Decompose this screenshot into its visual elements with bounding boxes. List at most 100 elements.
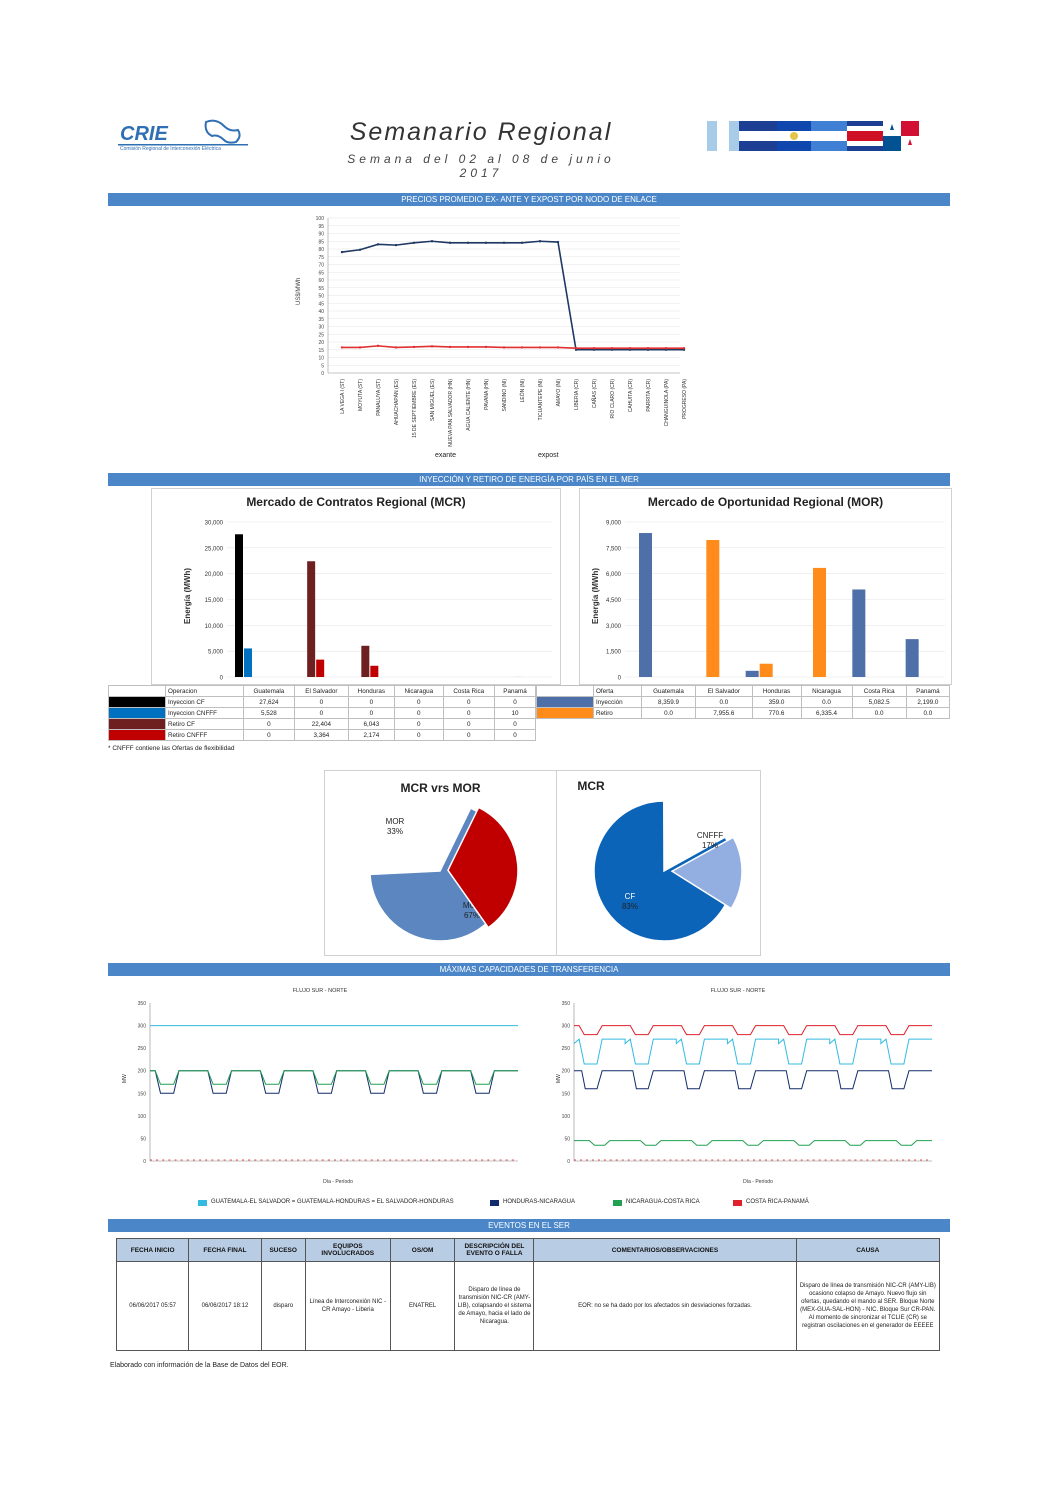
- price-point-exante: [538, 240, 542, 243]
- table-cell: Honduras: [751, 685, 802, 697]
- events-header-row: FECHA INICIO FECHA FINAL SUCESO EQUIPOS …: [115, 1238, 941, 1262]
- price-point-expost: [628, 347, 632, 350]
- pie2-title: MCR: [577, 779, 605, 793]
- table-cell: 0: [442, 707, 495, 719]
- table-cell: 10: [493, 707, 537, 719]
- table-row: Retiro CNFFF 0 3,364 2,174 0 0 0: [108, 729, 537, 741]
- price-chart-yticks: 1009590858075706560555045403530252015105…: [316, 216, 325, 377]
- price-xtick-label: LEÓN (NI): [519, 379, 526, 403]
- col-os-om: OS/OM: [389, 1238, 456, 1262]
- transfer-right-xlabel: Día - Período: [743, 1179, 773, 1185]
- price-ytick-label: 50: [318, 294, 324, 300]
- table-cell: 2,174: [347, 729, 396, 741]
- price-xtick-label: LIBERIA (CR): [574, 379, 580, 410]
- table-row: Inyeccion CNFFF 5,528 0 0 0 0 10: [108, 707, 537, 719]
- col-equipos: EQUIPOS INVOLUCRADOS: [304, 1238, 391, 1262]
- price-ytick-label: 30: [318, 325, 324, 331]
- table-cell: 8,359.9: [640, 696, 697, 708]
- transfer-ytick-label: 200: [138, 1069, 147, 1075]
- table-cell: 0: [347, 696, 396, 708]
- bar-ytick-label: 4,500: [606, 598, 622, 604]
- table-cell: 3,364: [294, 729, 349, 741]
- price-ytick-label: 40: [318, 309, 324, 315]
- section-prices-header: PRECIOS PROMEDIO EX- ANTE Y EXPOST POR N…: [108, 193, 950, 206]
- mor-table: Oferta Guatemala El Salvador Honduras Nicara…: [536, 685, 951, 719]
- row-label: Retiro CNFFF: [165, 729, 244, 741]
- row-label: Operacion: [165, 685, 244, 697]
- series-swatch: [108, 718, 166, 730]
- transfer-ytick-label: 0: [143, 1159, 146, 1165]
- mcr-chart-panel: Mercado de Contratos Regional (MCR) Ener…: [151, 488, 561, 685]
- logo-subtext: Comisión Regional de Interconexión Eléct…: [120, 146, 221, 152]
- table-cell: 0: [493, 696, 537, 708]
- table-cell: Panamá: [493, 685, 537, 697]
- price-point-expost: [484, 345, 488, 349]
- bar-retiro: [813, 567, 826, 677]
- price-point-expost: [574, 347, 578, 350]
- transfer-ytick-label: 350: [562, 1001, 571, 1007]
- bar-inyección: [745, 670, 759, 677]
- transfer-left-plot: 350 300 250 200 150 100 50 0: [138, 1001, 518, 1165]
- transfer-left-ylabel: MW: [122, 1074, 128, 1083]
- events-table: FECHA INICIO FECHA FINAL SUCESO EQUIPOS …: [115, 1238, 941, 1351]
- price-ytick-label: 95: [318, 224, 324, 230]
- legend-expost: expost: [538, 452, 559, 459]
- transfer-ytick-label: 50: [140, 1136, 146, 1142]
- col-causa: CAUSA: [795, 1238, 941, 1262]
- table-cell: Guatemala: [242, 685, 296, 697]
- price-ytick-label: 10: [318, 356, 324, 362]
- bar-ytick-label: 30,000: [205, 521, 224, 527]
- price-chart: US$/MWh 10095908580757065605550454035302…: [296, 216, 688, 459]
- line-hn-ni: [150, 1070, 518, 1094]
- col-descripcion: DESCRIPCIÓN DEL EVENTO O FALLA: [454, 1238, 535, 1262]
- line-cr-pa: [574, 1025, 932, 1036]
- transfer-left-xlabel: Día - Período: [323, 1179, 353, 1185]
- table-cell: 0: [394, 707, 444, 719]
- row-label: Inyeccion CNFFF: [165, 707, 244, 719]
- table-row: Inyeccion CF 27,624 0 0 0 0 0: [108, 696, 537, 708]
- bar-ytick-label: 5,000: [208, 650, 224, 656]
- mcr-table-note: * CNFFF contiene las Ofertas de flexibil…: [108, 745, 235, 752]
- price-point-expost: [664, 347, 668, 350]
- price-xtick-label: AHUACHAPÁN (ES): [393, 379, 400, 425]
- transfer-ytick-label: 200: [562, 1069, 571, 1075]
- price-xtick-label: PARRITA (CR): [646, 379, 652, 412]
- table-cell: 0: [442, 718, 495, 730]
- bar-inyección: [639, 533, 652, 677]
- event-comments: EOR: no se ha dado por los afectados sin…: [533, 1261, 797, 1351]
- series-swatch: [536, 685, 594, 697]
- price-point-expost: [556, 346, 560, 349]
- price-point-expost: [538, 346, 542, 349]
- event-start: 06/06/2017 05:57: [115, 1261, 190, 1351]
- flags-banner: [707, 121, 919, 151]
- price-ytick-label: 25: [318, 332, 324, 338]
- bar-ytick-label: 6,000: [606, 572, 622, 578]
- table-cell: El Salvador: [695, 685, 753, 697]
- price-ytick-label: 60: [318, 278, 324, 284]
- price-point-exante: [430, 240, 434, 243]
- legend-swatch-cyan: [198, 1200, 207, 1206]
- price-point-expost: [430, 345, 434, 348]
- price-xtick-label: AMAYO (NI): [556, 379, 562, 407]
- page-subtitle: Semana del 02 al 08 de junio 2017: [347, 152, 615, 180]
- table-cell: Costa Rica: [851, 685, 907, 697]
- table-cell: 0.0: [640, 707, 697, 719]
- table-row: Retiro CF 0 22,404 6,043 0 0 0: [108, 718, 537, 730]
- table-cell: 5,082.5: [851, 696, 907, 708]
- table-cell: 0: [347, 707, 396, 719]
- table-cell: Nicaragua: [394, 685, 444, 697]
- table-cell: Honduras: [347, 685, 396, 697]
- price-point-exante: [466, 241, 470, 244]
- row-label: Retiro: [593, 707, 642, 719]
- mor-axis: 9,000 7,500 6,000 4,500 3,000 1,500 0: [606, 521, 945, 682]
- section-events-header: EVENTOS EN EL SER: [108, 1219, 950, 1232]
- price-point-exante: [520, 241, 524, 244]
- table-cell: 0: [394, 696, 444, 708]
- bar-retiro-cf: [307, 561, 316, 677]
- pie-percent: 67%: [464, 911, 480, 920]
- footer-note: Elaborado con información de la Base de …: [110, 1362, 289, 1369]
- table-cell: 7,955.6: [695, 707, 753, 719]
- legend-swatch-navy: [490, 1200, 499, 1206]
- series-swatch: [108, 729, 166, 741]
- event-end: 06/06/2017 18:12: [188, 1261, 262, 1351]
